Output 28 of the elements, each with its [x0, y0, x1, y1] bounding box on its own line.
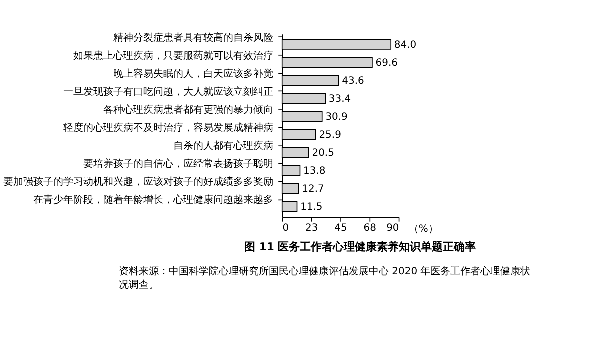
y-tick-label: 要加强孩子的学习动机和兴趣，应该对孩子的好成绩多多奖励 — [4, 176, 274, 188]
x-tick-label: 90 — [386, 222, 400, 234]
x-tick-label: 45 — [334, 222, 348, 234]
x-axis-title: （%） — [408, 224, 438, 236]
data-label: 13.8 — [304, 166, 326, 178]
x-tick-label: 0 — [282, 222, 290, 234]
data-label: 20.5 — [312, 148, 334, 160]
data-label: 11.5 — [300, 202, 323, 214]
data-label: 43.6 — [342, 76, 364, 87]
y-tick-label: 如果患上心理疾病，只要服药就可以有效治疗 — [74, 50, 274, 62]
data-label: 33.4 — [328, 94, 352, 105]
x-tick-label: 68 — [364, 222, 376, 234]
y-tick-label: 一旦发现孩子有口吃问题，大人就应该立刻纠正 — [64, 86, 274, 98]
data-label: 25.9 — [319, 130, 342, 142]
y-tick-label: 晚上容易失眠的人，白天应该多补觉 — [114, 68, 274, 80]
y-tick-label: 在青少年阶段，随着年龄增长，心理健康问题越来越多 — [34, 194, 274, 206]
y-tick-label: 轻度的心理疾病不及时治疗，容易发展成精神病 — [64, 122, 274, 134]
data-label: 12.7 — [302, 184, 324, 196]
x-tick-label: 23 — [306, 222, 318, 234]
text: 图 11 医务工作者心理健康素养知识单题正确率 — [244, 240, 476, 254]
data-label: 69.6 — [376, 58, 398, 69]
y-tick-label: 各种心理疾病患者都有更强的暴力倾向 — [104, 104, 274, 116]
y-tick-label: 精神分裂症患者具有较高的自杀风险 — [114, 32, 274, 44]
text: 资料来源：中国科学院心理研究所国民心理健康评估发展中心 2020 年医务工作者心理健康状况调查。 — [119, 266, 531, 291]
data-label: 30.9 — [326, 112, 348, 124]
data-label: 84.0 — [394, 40, 417, 51]
y-tick-label: 自杀的人都有心理疾病 — [174, 140, 274, 152]
y-tick-label: 要培养孩子的自信心，应经常表扬孩子聪明 — [84, 158, 274, 170]
